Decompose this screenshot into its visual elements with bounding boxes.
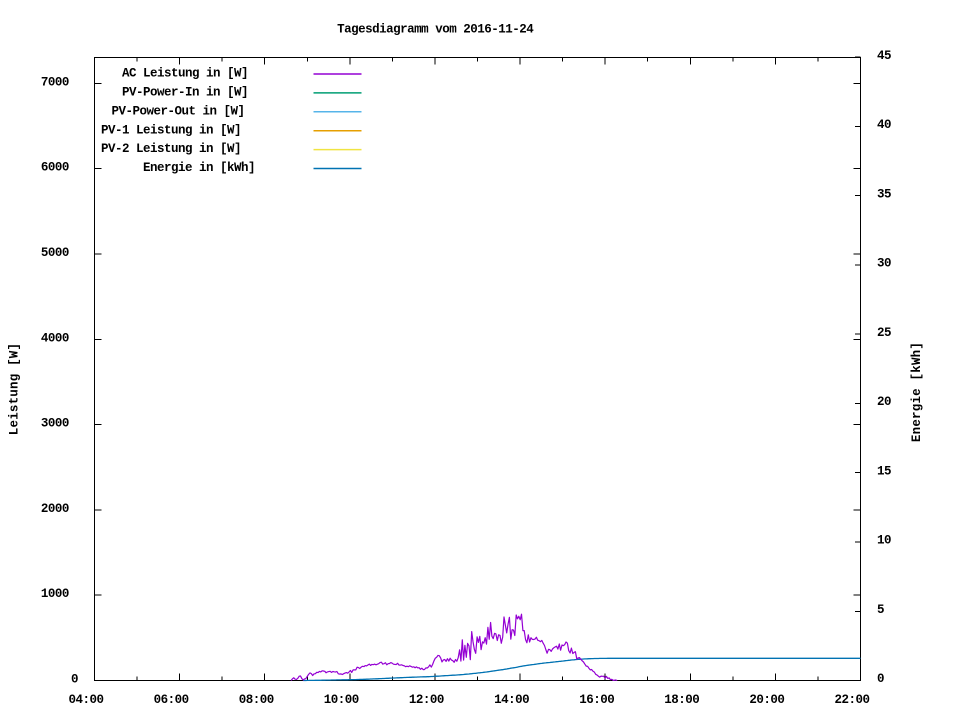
svg-text:PV-1 Leistung in [W]: PV-1 Leistung in [W] [101, 123, 241, 137]
svg-text:3000: 3000 [41, 417, 69, 431]
svg-text:06:00: 06:00 [154, 693, 189, 707]
svg-text:14:00: 14:00 [494, 693, 529, 707]
svg-text:PV-2 Leistung in [W]: PV-2 Leistung in [W] [101, 142, 241, 156]
svg-text:18:00: 18:00 [664, 693, 699, 707]
svg-text:4000: 4000 [41, 331, 69, 345]
svg-text:7000: 7000 [41, 75, 69, 89]
svg-text:0: 0 [877, 672, 884, 686]
svg-text:1000: 1000 [41, 587, 69, 601]
svg-text:5000: 5000 [41, 246, 69, 260]
svg-text:16:00: 16:00 [579, 693, 614, 707]
svg-text:20: 20 [877, 395, 891, 409]
svg-text:25: 25 [877, 326, 891, 340]
svg-text:10: 10 [877, 534, 891, 548]
svg-text:40: 40 [877, 118, 891, 132]
svg-text:2000: 2000 [41, 502, 69, 516]
svg-text:04:00: 04:00 [68, 693, 103, 707]
svg-text:PV-Power-Out in [W]: PV-Power-Out in [W] [111, 104, 244, 118]
svg-text:35: 35 [877, 187, 891, 201]
svg-text:5: 5 [877, 603, 884, 617]
svg-text:Leistung [W]: Leistung [W] [8, 343, 22, 435]
svg-text:22:00: 22:00 [834, 693, 869, 707]
svg-text:0: 0 [71, 673, 78, 687]
svg-text:45: 45 [877, 49, 891, 63]
svg-text:20:00: 20:00 [749, 693, 784, 707]
svg-text:10:00: 10:00 [324, 693, 359, 707]
svg-text:Tagesdiagramm vom 2016-11-24: Tagesdiagramm vom 2016-11-24 [337, 23, 534, 37]
svg-text:PV-Power-In in [W]: PV-Power-In in [W] [122, 86, 248, 100]
svg-text:6000: 6000 [41, 161, 69, 175]
svg-text:AC Leistung in [W]: AC Leistung in [W] [122, 67, 248, 81]
svg-text:15: 15 [877, 464, 891, 478]
svg-text:Energie in [kWh]: Energie in [kWh] [143, 161, 255, 175]
svg-text:12:00: 12:00 [409, 693, 444, 707]
svg-text:08:00: 08:00 [239, 693, 274, 707]
svg-text:30: 30 [877, 257, 891, 271]
svg-text:Energie [kWh]: Energie [kWh] [910, 342, 924, 442]
